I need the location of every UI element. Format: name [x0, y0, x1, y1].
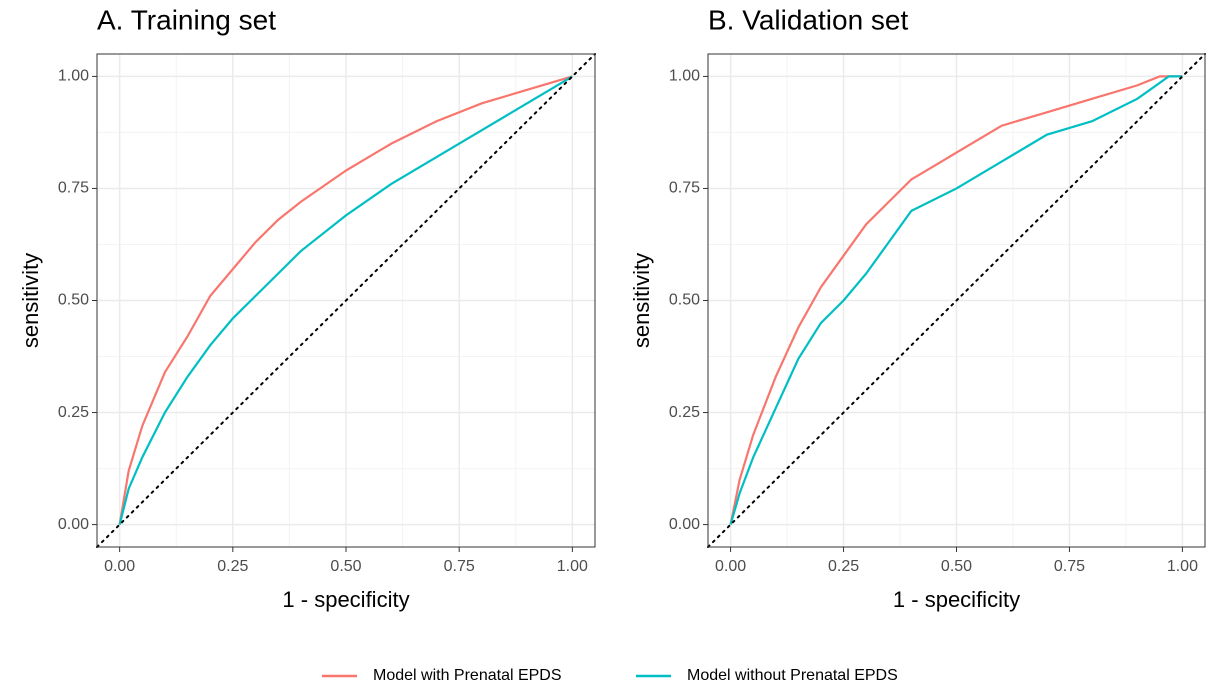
x-tick-label: 0.75 — [1054, 558, 1085, 575]
x-tick-label: 0.25 — [828, 558, 859, 575]
reference-diagonal — [707, 53, 1206, 548]
roc-line — [118, 75, 573, 525]
y-tick-label: 0.25 — [58, 404, 89, 421]
plot-border — [96, 53, 596, 548]
y-tick-label: 0.25 — [669, 404, 700, 421]
x-axis-label: 1 - specificity — [282, 587, 409, 612]
x-tick-label: 0.50 — [330, 558, 361, 575]
x-tick-label: 0.00 — [715, 558, 746, 575]
legend-label: Model with Prenatal EPDS — [373, 667, 562, 684]
y-axis-label: sensitivity — [629, 253, 654, 348]
y-tick-label: 0.00 — [58, 516, 89, 533]
y-axis-label: sensitivity — [18, 253, 43, 348]
chart-title: B. Validation set — [708, 4, 908, 35]
y-tick-label: 0.50 — [669, 292, 700, 309]
roc-line — [118, 75, 573, 525]
y-tick-label: 0.75 — [669, 180, 700, 197]
plot-border — [707, 53, 1206, 548]
chart-title: A. Training set — [97, 4, 276, 35]
y-tick-label: 0.00 — [669, 516, 700, 533]
legend-label: Model without Prenatal EPDS — [687, 667, 898, 684]
x-tick-label: 0.50 — [941, 558, 972, 575]
x-tick-label: 1.00 — [1167, 558, 1198, 575]
x-tick-label: 0.25 — [217, 558, 248, 575]
roc-line — [729, 75, 1183, 525]
reference-diagonal — [96, 53, 596, 548]
y-tick-label: 0.50 — [58, 292, 89, 309]
x-tick-label: 0.00 — [104, 558, 135, 575]
y-tick-label: 0.75 — [58, 180, 89, 197]
y-tick-label: 1.00 — [669, 68, 700, 85]
x-tick-label: 0.75 — [444, 558, 475, 575]
y-tick-label: 1.00 — [58, 68, 89, 85]
x-tick-label: 1.00 — [557, 558, 588, 575]
roc-line — [729, 75, 1183, 525]
x-axis-label: 1 - specificity — [893, 587, 1020, 612]
